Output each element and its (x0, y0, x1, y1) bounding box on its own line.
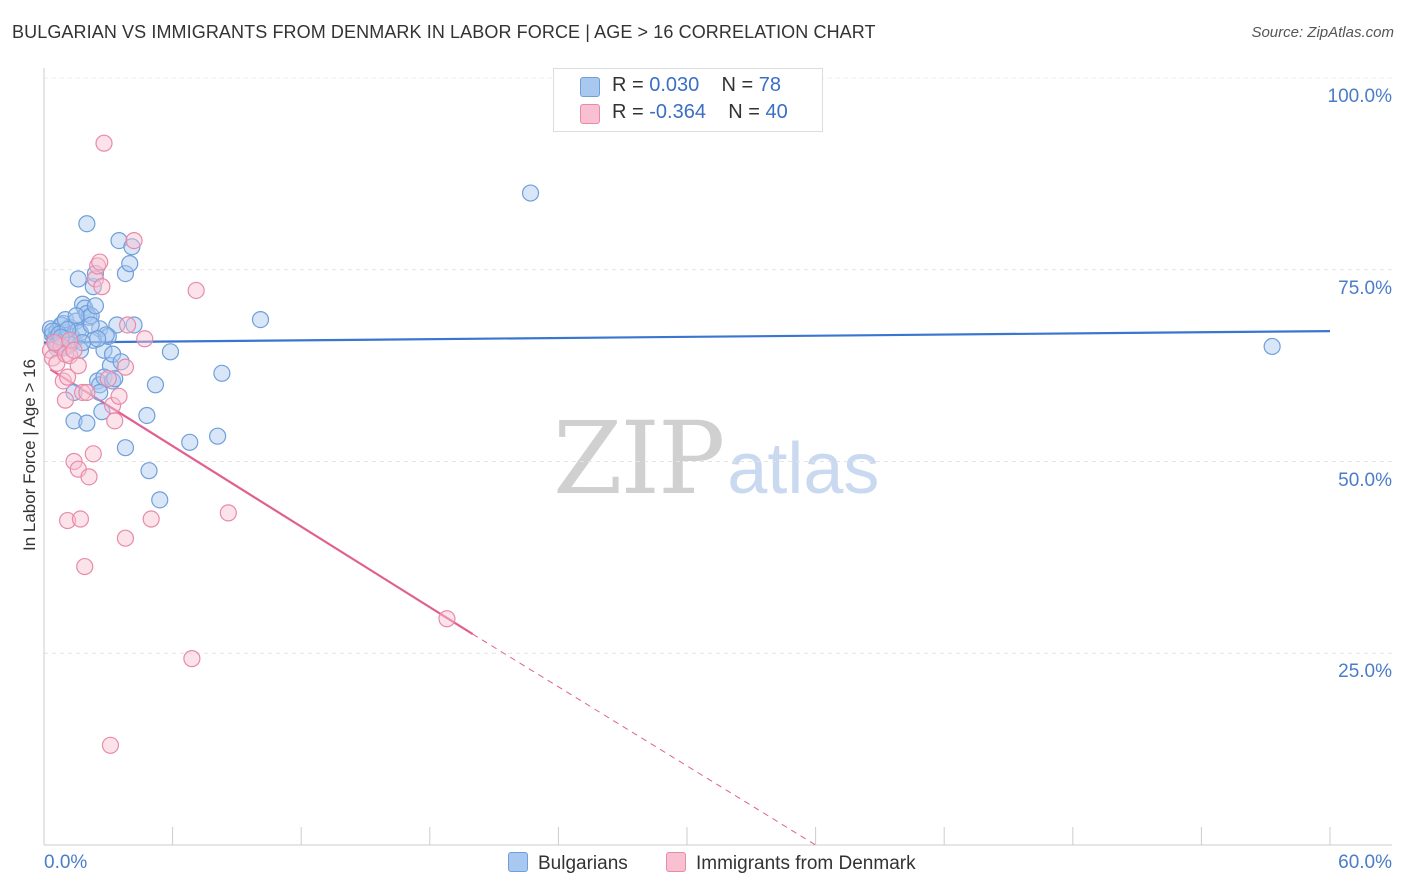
point-denmark (71, 510, 90, 528)
legend-n-label: N = (728, 101, 766, 123)
point-bulgarians (251, 311, 270, 329)
bottom-legend-label-bulgarians: Bulgarians (538, 853, 628, 874)
point-denmark (76, 557, 94, 576)
point-denmark (61, 331, 79, 349)
point-bulgarians (69, 270, 87, 288)
point-denmark (73, 383, 92, 402)
point-denmark (187, 281, 205, 300)
point-bulgarians (121, 255, 139, 273)
point-bulgarians (82, 307, 100, 325)
bottom-legend-label-denmark: Immigrants from Denmark (696, 853, 916, 874)
point-bulgarians (116, 439, 135, 457)
y-axis-label: In Labor Force | Age > 16 (20, 358, 39, 552)
point-bulgarians (213, 364, 231, 382)
point-bulgarians (93, 403, 111, 421)
data-points (41, 134, 1281, 754)
point-bulgarians (91, 383, 109, 402)
watermark-atlas: atlas (727, 429, 880, 509)
point-denmark (46, 334, 64, 352)
point-denmark (91, 253, 109, 271)
point-denmark (106, 412, 124, 430)
point-bulgarians (106, 370, 124, 388)
x-tick-label-left: 0.0% (44, 852, 88, 873)
point-bulgarians (140, 462, 158, 480)
point-denmark (136, 330, 154, 348)
point-bulgarians (151, 491, 169, 509)
point-bulgarians (146, 376, 165, 394)
bottom-legend-bulgarians: Bulgarians (508, 852, 628, 875)
point-denmark (183, 650, 201, 668)
legend-text-denmark: R = -0.364 N = 40 (612, 101, 788, 124)
watermark-zip: ZIP (553, 400, 725, 517)
legend-r-value: 0.030 (649, 74, 700, 96)
y-tick-label: 25.0% (1338, 661, 1392, 683)
legend-n-value: 40 (765, 101, 788, 123)
trend-lines (43, 330, 1331, 846)
legend-r-label: R = (612, 101, 650, 123)
bottom-legend-denmark: Immigrants from Denmark (666, 852, 916, 875)
legend-swatch-denmark (580, 104, 600, 124)
bottom-legend-swatch-denmark (666, 852, 686, 872)
point-denmark (95, 134, 113, 152)
point-bulgarians (181, 433, 199, 451)
point-denmark (65, 341, 83, 359)
grid-lines (44, 77, 1392, 654)
point-bulgarians (65, 412, 83, 430)
point-denmark (84, 445, 102, 463)
point-bulgarians (97, 326, 115, 344)
point-denmark (118, 316, 137, 334)
point-bulgarians (78, 215, 96, 233)
point-bulgarians (116, 264, 135, 283)
legend-r-label: R = (612, 74, 650, 96)
point-denmark (69, 357, 87, 375)
point-denmark (58, 368, 77, 386)
legend-r-value: -0.364 (649, 101, 706, 123)
point-bulgarians (1263, 337, 1281, 356)
point-denmark (142, 510, 160, 528)
point-denmark (116, 358, 135, 376)
point-denmark (78, 383, 96, 402)
point-denmark (99, 370, 117, 388)
point-bulgarians (78, 414, 96, 432)
point-denmark (438, 610, 456, 628)
point-denmark (125, 232, 143, 250)
axes (43, 68, 1392, 846)
bottom-legend-swatch-bulgarians (508, 852, 528, 872)
legend-n-label: N = (721, 74, 759, 96)
point-denmark (93, 278, 111, 296)
point-denmark (101, 736, 120, 754)
correlation-legend: R = 0.030 N = 78 R = -0.364 N = 40 (553, 68, 823, 132)
watermark: ZIPatlas (553, 400, 879, 517)
point-denmark (219, 504, 237, 522)
point-denmark (116, 529, 135, 547)
point-bulgarians (88, 330, 107, 348)
trend-line-denmark-extension (472, 633, 816, 846)
source-label: Source: ZipAtlas.com (1251, 24, 1394, 41)
point-bulgarians (86, 297, 105, 315)
point-bulgarians (209, 427, 227, 445)
point-bulgarians (67, 307, 85, 325)
trend-line-bulgarians (43, 330, 1331, 344)
point-denmark (48, 354, 66, 372)
point-denmark (58, 511, 77, 530)
legend-swatch-bulgarians (580, 77, 600, 97)
point-bulgarians (125, 316, 143, 334)
point-bulgarians (521, 184, 540, 202)
chart-title: BULGARIAN VS IMMIGRANTS FROM DENMARK IN … (12, 22, 876, 42)
y-tick-label: 100.0% (1327, 86, 1392, 107)
y-tick-label: 75.0% (1338, 277, 1392, 299)
point-denmark (56, 391, 75, 409)
point-bulgarians (82, 316, 100, 334)
x-tick-label-right: 60.0% (1338, 852, 1392, 873)
point-bulgarians (161, 343, 180, 361)
y-tick-label: 50.0% (1338, 469, 1392, 491)
point-denmark (80, 468, 98, 486)
trend-line-denmark (49, 368, 474, 636)
legend-n-value: 78 (758, 74, 782, 96)
point-bulgarians (138, 406, 156, 425)
legend-text-bulgarians: R = 0.030 N = 78 (612, 74, 781, 97)
point-denmark (110, 387, 128, 405)
